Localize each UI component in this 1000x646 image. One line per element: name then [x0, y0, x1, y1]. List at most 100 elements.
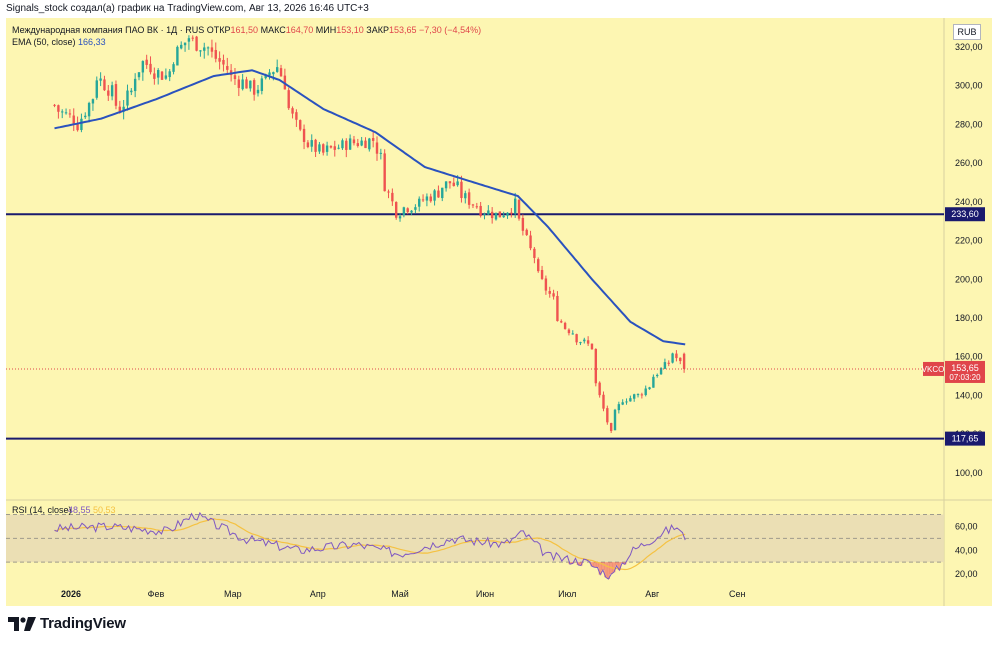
- candle-body: [272, 72, 275, 75]
- candle-body: [164, 75, 168, 79]
- candle-body: [64, 112, 68, 114]
- candle-body: [479, 205, 482, 216]
- horizontal-level-badge: [945, 207, 985, 222]
- candle-body: [410, 210, 413, 213]
- candle-body: [667, 362, 670, 364]
- candle-body: [583, 339, 586, 342]
- candle-body: [640, 394, 644, 396]
- candle-body: [571, 333, 574, 335]
- time-axis-label: 2026: [61, 589, 81, 599]
- candle-body: [560, 321, 563, 323]
- last-price-badge: [945, 360, 985, 383]
- candle-body: [141, 61, 145, 73]
- candle-body: [636, 394, 640, 396]
- candle-body: [233, 75, 237, 80]
- legend-ema-value: 166,33: [78, 37, 106, 47]
- price-tick-label: 260,00: [955, 158, 983, 168]
- candle-body: [226, 66, 229, 70]
- candle-body: [391, 192, 394, 202]
- candle-body: [279, 68, 283, 77]
- candle-body: [176, 46, 179, 66]
- candle-body: [621, 402, 624, 405]
- candle-body: [114, 84, 118, 106]
- candle-body: [433, 190, 436, 201]
- candle-body: [133, 78, 137, 92]
- time-axis-label: Мар: [224, 589, 242, 599]
- candle-body: [375, 142, 379, 154]
- candle-body: [76, 123, 79, 131]
- price-chart[interactable]: 100,00120,00140,00160,00180,00200,00220,…: [6, 18, 992, 606]
- candle-body: [168, 71, 171, 78]
- candle-body: [498, 211, 502, 218]
- candle-body: [206, 47, 210, 49]
- time-axis-label: Авг: [645, 589, 660, 599]
- candle-body: [53, 104, 56, 106]
- legend-low-value: 153,10: [336, 25, 364, 35]
- candle-body: [187, 38, 191, 42]
- symbol-badge: [923, 361, 944, 376]
- price-tick-label: 300,00: [955, 81, 983, 91]
- candle-body: [556, 295, 559, 322]
- candle-body: [252, 80, 256, 95]
- price-tick-label: 180,00: [955, 313, 983, 323]
- price-tick-label: 220,00: [955, 236, 983, 246]
- candle-body: [506, 212, 509, 216]
- candle-body: [126, 90, 129, 106]
- candle-body: [552, 293, 555, 297]
- candle-body: [464, 193, 467, 199]
- candle-body: [241, 79, 244, 90]
- candle-body: [203, 47, 206, 51]
- rsi-tick-label: 60,00: [955, 521, 978, 531]
- legend-ema-label: EMA (50, close): [12, 37, 76, 47]
- bar-countdown-label: 07:03:20: [949, 373, 981, 382]
- candle-body: [675, 353, 678, 359]
- candle-body: [548, 291, 551, 294]
- tradingview-logo-icon: [8, 616, 36, 631]
- candle-body: [87, 102, 91, 117]
- candle-body: [575, 334, 578, 343]
- rsi-ma-legend-value: 50,53: [93, 505, 116, 515]
- candle-body: [341, 140, 344, 149]
- tradingview-logo[interactable]: TradingView: [8, 615, 126, 632]
- candle-body: [521, 217, 525, 231]
- horizontal-level-badge: [945, 431, 985, 446]
- candle-body: [456, 181, 459, 186]
- candle-body: [153, 73, 156, 79]
- candle-body: [452, 182, 455, 187]
- candle-body: [437, 190, 440, 198]
- candle-body: [494, 212, 498, 220]
- candle-body: [441, 187, 444, 199]
- candle-body: [72, 115, 75, 124]
- candle-body: [625, 401, 628, 403]
- candle-body: [652, 376, 655, 388]
- candle-body: [291, 108, 294, 114]
- candle-body: [513, 198, 517, 214]
- candle-body: [333, 146, 336, 150]
- legend-low-label: МИН: [315, 25, 337, 35]
- time-axis-label: Июн: [476, 589, 494, 599]
- candle-body: [61, 111, 64, 113]
- legend-symbol[interactable]: Международная компания ПАО ВК · 1Д · RUS: [12, 25, 205, 35]
- candle-body: [418, 198, 421, 207]
- price-tick-label: 200,00: [955, 274, 983, 284]
- candle-body: [525, 229, 528, 235]
- rsi-line: [54, 511, 686, 580]
- symbol-badge-label: VKCO: [922, 365, 945, 374]
- legend-ema-row[interactable]: EMA (50, close) 166,33: [12, 36, 481, 48]
- candle-body: [644, 388, 647, 396]
- candle-body: [360, 140, 363, 146]
- candle-body: [517, 199, 521, 219]
- price-tick-label: 280,00: [955, 119, 983, 129]
- currency-badge[interactable]: RUB: [953, 24, 981, 40]
- chart-frame[interactable]: 100,00120,00140,00160,00180,00200,00220,…: [6, 18, 992, 606]
- candle-body: [563, 322, 567, 329]
- legend: Международная компания ПАО ВК · 1Д · RUS…: [12, 24, 481, 48]
- candle-body: [180, 44, 183, 49]
- candle-body: [656, 374, 659, 377]
- candle-body: [567, 329, 571, 334]
- candle-body: [594, 348, 598, 384]
- candle-body: [544, 278, 548, 291]
- horizontal-level-label: 233,60: [951, 209, 979, 219]
- candle-body: [402, 207, 406, 215]
- candle-body: [256, 89, 260, 94]
